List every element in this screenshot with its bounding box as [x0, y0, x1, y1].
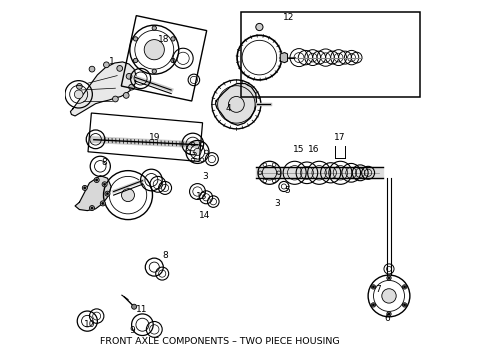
Circle shape	[90, 206, 95, 211]
Circle shape	[403, 304, 406, 306]
Text: 19: 19	[148, 133, 160, 142]
Text: 11: 11	[136, 305, 147, 314]
Text: 4: 4	[226, 104, 232, 112]
Circle shape	[152, 26, 156, 30]
Polygon shape	[71, 62, 136, 116]
Circle shape	[371, 285, 375, 289]
Circle shape	[228, 96, 245, 112]
Circle shape	[89, 66, 95, 72]
Circle shape	[171, 37, 175, 41]
Circle shape	[144, 40, 164, 60]
Circle shape	[256, 23, 263, 31]
Circle shape	[91, 207, 93, 209]
Circle shape	[117, 66, 122, 71]
Circle shape	[103, 183, 106, 185]
Circle shape	[372, 286, 374, 288]
Text: 17: 17	[334, 133, 345, 142]
Circle shape	[129, 84, 134, 90]
Polygon shape	[75, 176, 111, 211]
Circle shape	[123, 93, 129, 98]
Text: 15: 15	[293, 145, 304, 154]
Circle shape	[152, 69, 156, 73]
Circle shape	[371, 303, 375, 307]
Bar	[122, 15, 207, 101]
Circle shape	[133, 37, 138, 41]
Circle shape	[388, 277, 390, 279]
Circle shape	[402, 303, 407, 307]
Circle shape	[171, 58, 175, 63]
Text: 1: 1	[109, 57, 115, 66]
Text: 10: 10	[84, 320, 95, 329]
Text: 5: 5	[285, 186, 291, 195]
Circle shape	[122, 189, 134, 202]
Circle shape	[372, 304, 374, 306]
Circle shape	[388, 313, 390, 315]
Circle shape	[126, 73, 132, 79]
Circle shape	[84, 187, 86, 189]
Circle shape	[106, 193, 109, 195]
Circle shape	[382, 289, 396, 303]
Text: 18: 18	[158, 35, 170, 44]
Circle shape	[194, 148, 201, 156]
Circle shape	[82, 185, 87, 190]
Text: 7: 7	[375, 285, 381, 294]
Polygon shape	[280, 53, 288, 63]
Circle shape	[402, 285, 407, 289]
Circle shape	[133, 58, 138, 63]
Circle shape	[387, 276, 391, 280]
Circle shape	[74, 90, 83, 99]
Text: 8: 8	[101, 158, 107, 167]
Text: 12: 12	[283, 13, 294, 22]
Circle shape	[103, 62, 109, 68]
Bar	[241, 12, 419, 97]
Circle shape	[96, 179, 98, 181]
Circle shape	[100, 201, 105, 206]
Circle shape	[102, 182, 107, 187]
Text: 9: 9	[130, 326, 136, 335]
Circle shape	[105, 191, 110, 196]
Circle shape	[403, 286, 406, 288]
Text: 14: 14	[199, 211, 210, 220]
Text: 8: 8	[162, 251, 168, 260]
Bar	[88, 113, 202, 162]
Text: FRONT AXLE COMPONENTS – TWO PIECE HOUSING: FRONT AXLE COMPONENTS – TWO PIECE HOUSIN…	[100, 337, 340, 346]
Circle shape	[102, 202, 104, 204]
Text: 3: 3	[202, 172, 208, 181]
Polygon shape	[216, 84, 257, 125]
Text: 16: 16	[308, 145, 319, 154]
Text: 3: 3	[274, 199, 280, 208]
Circle shape	[76, 84, 82, 89]
Circle shape	[94, 177, 99, 183]
Circle shape	[113, 96, 118, 102]
Text: 13: 13	[196, 192, 208, 201]
Circle shape	[387, 312, 391, 316]
Circle shape	[132, 304, 137, 309]
Text: 6: 6	[384, 314, 390, 323]
Text: 2: 2	[192, 152, 197, 161]
